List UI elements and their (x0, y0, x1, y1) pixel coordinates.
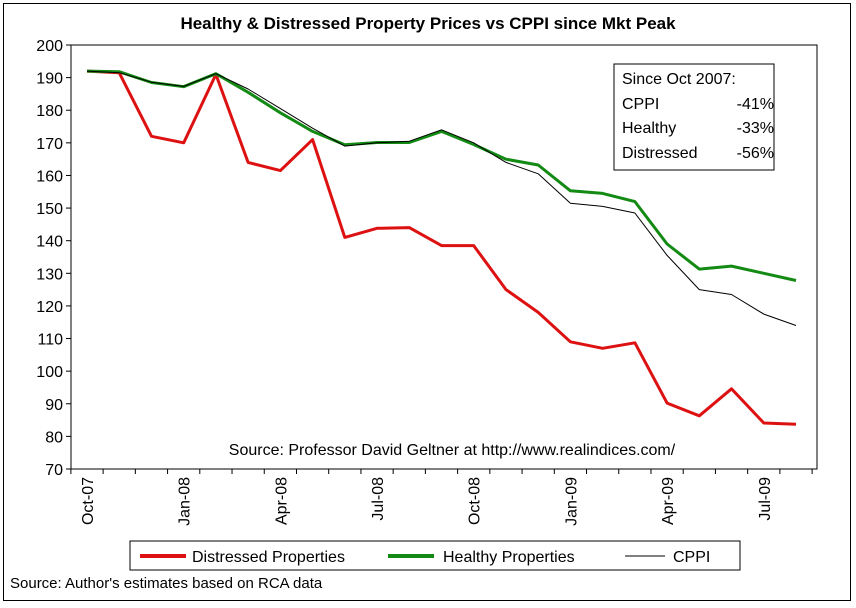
legend: Distressed Properties Healthy Properties… (129, 540, 741, 571)
y-tick-label: 170 (36, 136, 63, 153)
chart-title: Healthy & Distressed Property Prices vs … (180, 14, 676, 33)
summary-value-distressed: -56% (737, 145, 774, 162)
summary-box-title: Since Oct 2007: (622, 71, 736, 88)
summary-value-healthy: -33% (737, 120, 774, 137)
y-tick-label: 150 (36, 201, 63, 218)
y-axis: 70 80 90 100 110 120 130 140 150 160 170 180 190 200 (36, 38, 71, 479)
summary-label-healthy: Healthy (622, 120, 676, 137)
x-tick-label: Apr-09 (660, 477, 677, 525)
y-tick-label: 140 (36, 234, 63, 251)
y-tick-label: 130 (36, 266, 63, 283)
y-tick-label: 160 (36, 168, 63, 185)
summary-label-distressed: Distressed (622, 145, 698, 162)
x-tick-label: Jul-08 (370, 477, 387, 521)
series-line-distressed (86, 69, 797, 426)
series-lines (86, 69, 797, 426)
legend-label-distressed: Distressed Properties (192, 549, 345, 566)
y-tick-label: 100 (36, 364, 63, 381)
x-tick-label: Apr-08 (273, 477, 290, 525)
y-tick-label: 180 (36, 103, 63, 120)
x-tick-label: Jul-09 (757, 477, 774, 521)
x-tick-label: Oct-08 (467, 477, 484, 525)
y-tick-label: 90 (45, 397, 63, 414)
series-line-cppi (86, 70, 797, 326)
footer-source: Source: Author's estimates based on RCA … (10, 575, 323, 592)
x-tick-label: Jan-08 (177, 477, 194, 526)
y-tick-label: 80 (45, 429, 63, 446)
y-tick-label: 200 (36, 38, 63, 55)
y-tick-label: 120 (36, 299, 63, 316)
summary-label-cppi: CPPI (622, 96, 659, 113)
y-tick-label: 190 (36, 71, 63, 88)
x-tick-label: Oct-07 (80, 477, 97, 525)
summary-box: Since Oct 2007: CPPI -41% Healthy -33% D… (613, 63, 775, 171)
x-tick-label: Jan-09 (563, 477, 580, 526)
x-axis: Oct-07 Jan-08 Apr-08 Jul-08 Oct-08 Jan-09 Apr-… (70, 469, 813, 526)
plot-source-annotation: Source: Professor David Geltner at http:… (229, 442, 676, 459)
summary-value-cppi: -41% (737, 96, 774, 113)
y-tick-label: 110 (37, 332, 63, 349)
y-tick-label: 70 (45, 462, 63, 479)
legend-label-cppi: CPPI (673, 549, 710, 566)
legend-label-healthy: Healthy Properties (443, 549, 575, 566)
